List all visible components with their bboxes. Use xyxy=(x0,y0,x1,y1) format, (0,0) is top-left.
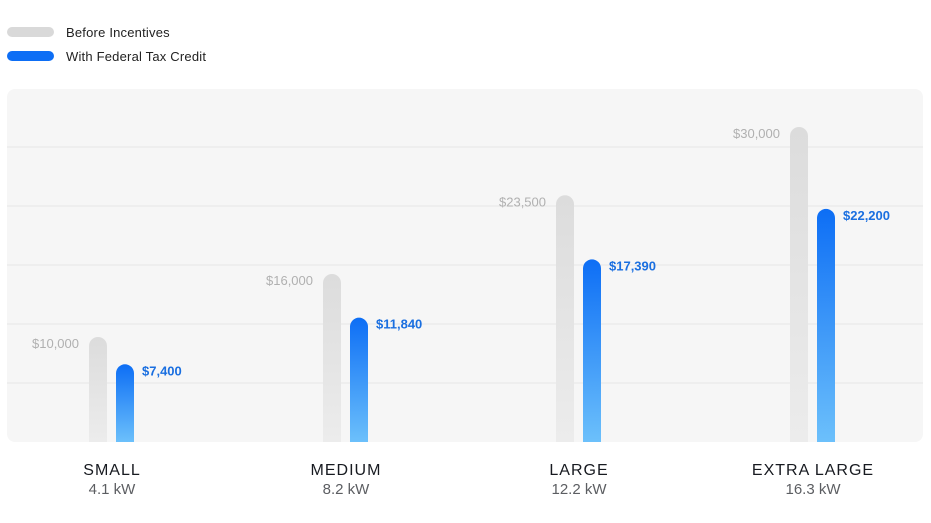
bar-before-extra-large xyxy=(790,127,808,442)
category-label-large: LARGE xyxy=(549,462,608,479)
chart-legend: Before Incentives With Federal Tax Credi… xyxy=(7,20,206,68)
legend-label-before-incentives: Before Incentives xyxy=(66,24,170,40)
legend-swatch-before-incentives xyxy=(7,27,54,37)
category-sublabel-large: 12.2 kW xyxy=(551,481,607,498)
bar-before-small xyxy=(89,337,107,442)
bar-credit-medium xyxy=(350,317,368,442)
category-sublabel-small: 4.1 kW xyxy=(89,481,137,498)
value-label-before-extra-large: $30,000 xyxy=(733,126,780,141)
bar-credit-small xyxy=(116,364,134,442)
value-label-credit-medium: $11,840 xyxy=(376,317,422,332)
bar-credit-large xyxy=(583,259,601,442)
value-label-credit-extra-large: $22,200 xyxy=(843,208,890,223)
category-label-small: SMALL xyxy=(83,462,140,479)
bars xyxy=(89,127,835,442)
legend-item-before-incentives: Before Incentives xyxy=(7,20,206,44)
category-labels: SMALL 4.1 kW MEDIUM 8.2 kW LARGE 12.2 kW EXTRA… xyxy=(83,462,874,498)
gridlines xyxy=(7,146,923,384)
value-label-before-large: $23,500 xyxy=(499,194,546,209)
value-labels: $10,000 $7,400 $16,000 $11,840 $23,500 $17,39… xyxy=(32,126,890,378)
value-label-before-small: $10,000 xyxy=(32,336,79,351)
value-label-before-medium: $16,000 xyxy=(266,273,313,288)
legend-item-with-federal-tax-credit: With Federal Tax Credit xyxy=(7,44,206,68)
bar-credit-extra-large xyxy=(817,208,835,442)
category-sublabel-extra-large: 16.3 kW xyxy=(785,481,841,498)
category-label-medium: MEDIUM xyxy=(311,462,382,479)
value-label-credit-large: $17,390 xyxy=(609,258,656,273)
legend-swatch-with-federal-tax-credit xyxy=(7,51,54,61)
bar-before-medium xyxy=(323,274,341,442)
category-label-extra-large: EXTRA LARGE xyxy=(752,462,874,479)
bar-before-large xyxy=(556,195,574,442)
value-label-credit-small: $7,400 xyxy=(142,363,182,378)
legend-label-with-federal-tax-credit: With Federal Tax Credit xyxy=(66,48,207,64)
category-sublabel-medium: 8.2 kW xyxy=(323,481,371,498)
